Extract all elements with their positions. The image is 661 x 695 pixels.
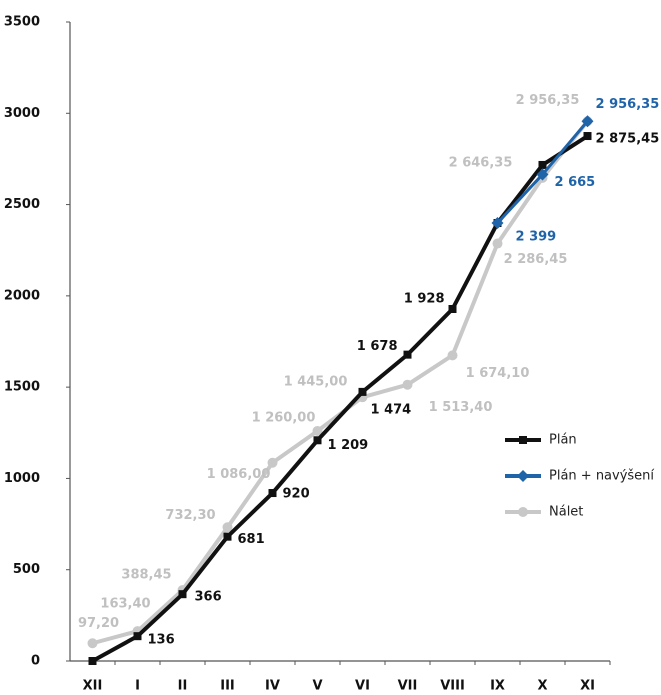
x-tick-label: I xyxy=(135,679,140,694)
data-label: 2 286,45 xyxy=(504,252,568,267)
data-label: 2 956,35 xyxy=(596,97,660,112)
data-label: 1 513,40 xyxy=(429,400,493,415)
data-label: 681 xyxy=(238,532,265,547)
x-tick-label: VIII xyxy=(440,679,465,694)
data-point xyxy=(312,425,323,436)
data-point xyxy=(492,238,503,249)
x-tick-label: II xyxy=(178,679,188,694)
y-tick-label: 3500 xyxy=(4,15,40,30)
data-label: 1 928 xyxy=(404,292,445,307)
data-point xyxy=(538,160,547,169)
y-tick-label: 3000 xyxy=(4,106,40,121)
data-label: 2 956,35 xyxy=(516,93,580,108)
data-point xyxy=(491,217,504,230)
data-label: 2 646,35 xyxy=(449,155,513,170)
data-label: 1 674,10 xyxy=(466,366,530,381)
data-point xyxy=(222,522,233,533)
x-tick-label: VI xyxy=(355,679,370,694)
data-point xyxy=(448,305,457,314)
data-point xyxy=(178,590,187,599)
y-tick-label: 2000 xyxy=(4,288,40,303)
data-label: 2 875,45 xyxy=(596,132,660,147)
data-label: 366 xyxy=(195,590,222,605)
data-point xyxy=(402,379,413,390)
x-tick-label: III xyxy=(220,679,235,694)
data-label: 1 260,00 xyxy=(252,410,316,425)
legend-label: Plán + navýšení xyxy=(549,469,654,484)
data-point xyxy=(313,436,322,445)
data-label: 1 678 xyxy=(357,339,398,354)
data-label: 1 086,00 xyxy=(207,467,271,482)
x-tick-label: IV xyxy=(265,679,280,694)
data-point xyxy=(583,132,592,141)
x-tick-label: XI xyxy=(580,679,595,694)
legend-label: Plán xyxy=(549,433,577,448)
data-label: 1 474 xyxy=(371,402,412,417)
legend-marker xyxy=(518,507,528,517)
data-label: 163,40 xyxy=(100,597,150,612)
data-point xyxy=(88,657,97,665)
legend-marker xyxy=(519,436,527,444)
x-tick-label: IX xyxy=(490,679,505,694)
legend-label: Nálet xyxy=(549,505,583,520)
data-point xyxy=(133,632,142,641)
y-tick-label: 1500 xyxy=(4,380,40,395)
data-label: 388,45 xyxy=(121,568,171,583)
x-tick-label: XII xyxy=(83,679,103,694)
data-label: 732,30 xyxy=(165,508,215,523)
data-label: 97,20 xyxy=(78,616,119,631)
data-label: 1 445,00 xyxy=(284,375,348,390)
data-label: 920 xyxy=(283,487,310,502)
x-tick-label: VII xyxy=(398,679,418,694)
data-point xyxy=(581,115,594,128)
data-point xyxy=(87,638,98,649)
x-tick-label: X xyxy=(537,679,547,694)
data-label: 2 665 xyxy=(555,175,596,190)
data-point xyxy=(358,387,367,396)
y-tick-label: 1000 xyxy=(4,471,40,486)
y-tick-label: 500 xyxy=(13,562,40,577)
y-tick-label: 0 xyxy=(31,654,40,669)
data-point xyxy=(536,168,549,181)
data-label: 136 xyxy=(148,633,175,648)
data-label: 2 399 xyxy=(516,230,557,245)
data-point xyxy=(447,350,458,361)
data-point xyxy=(223,532,232,541)
x-tick-label: V xyxy=(312,679,322,694)
y-tick-label: 2500 xyxy=(4,197,40,212)
legend-marker xyxy=(517,470,529,482)
data-label: 1 209 xyxy=(328,438,369,453)
data-point xyxy=(268,489,277,498)
data-point xyxy=(403,350,412,359)
data-point xyxy=(267,457,278,468)
